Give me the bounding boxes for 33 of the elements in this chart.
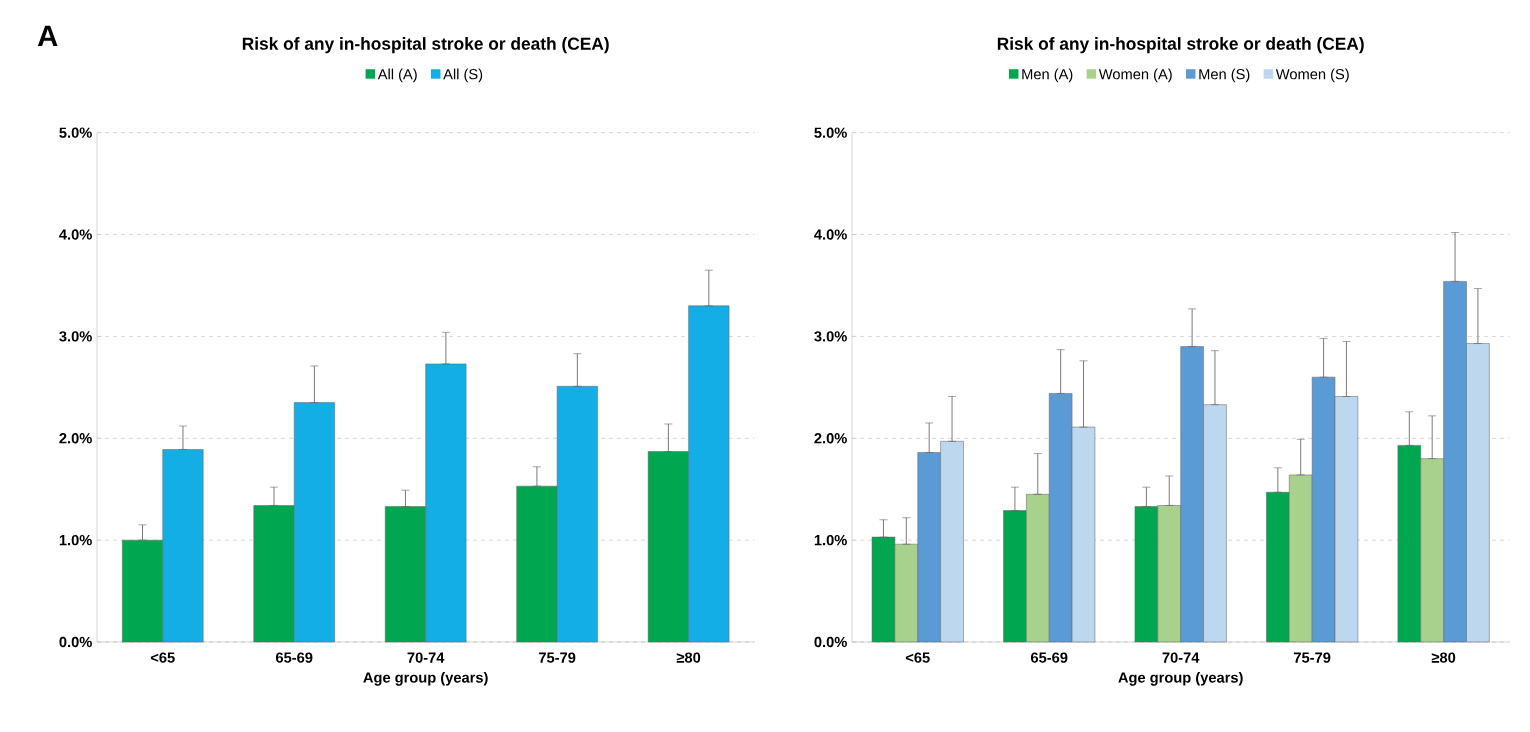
x-tick-label: <65 (905, 652, 930, 663)
x-tick-label: 65-69 (1031, 652, 1068, 663)
y-tick-label: 2.0% (59, 433, 92, 444)
y-tick-label: 4.0% (814, 229, 847, 240)
legend-label: All (S) (443, 68, 483, 83)
x-tick-label: ≥80 (676, 652, 701, 663)
x-tick-label: <65 (150, 652, 175, 663)
y-tick-label: 2.0% (814, 433, 847, 444)
y-tick-label: 4.0% (59, 229, 92, 240)
legend-label: All (A) (377, 68, 417, 83)
x-tick-label: 75-79 (539, 652, 576, 663)
chart-title: Risk of any in-hospital stroke or death (CEA) (242, 37, 609, 54)
legend-label: Men (S) (1199, 68, 1250, 83)
x-tick-label: ≥80 (1431, 652, 1456, 663)
y-tick-label: 5.0% (814, 127, 847, 138)
y-tick-label: 1.0% (59, 534, 92, 546)
chart-title: Risk of any in-hospital stroke or death (CEA) (997, 37, 1364, 54)
x-axis-title: Age group (years) (1118, 671, 1243, 686)
x-tick-label: 65-69 (275, 652, 313, 663)
y-tick-label: 0.0% (814, 636, 847, 648)
text: A (37, 25, 58, 46)
x-tick-label: 75-79 (1294, 652, 1331, 663)
x-tick-label: 70-74 (1162, 652, 1200, 663)
x-axis-title: Age group (years) (363, 671, 488, 686)
y-tick-label: 3.0% (59, 331, 92, 342)
legend-label: Men (A) (1022, 68, 1073, 83)
y-tick-label: 5.0% (59, 127, 92, 138)
legend-label: Women (A) (1098, 68, 1172, 83)
legend-label: Women (S) (1275, 68, 1349, 83)
x-tick-label: 70-74 (407, 652, 445, 663)
y-tick-label: 3.0% (814, 331, 847, 342)
y-tick-label: 0.0% (59, 636, 92, 648)
y-tick-label: 1.0% (814, 534, 847, 546)
